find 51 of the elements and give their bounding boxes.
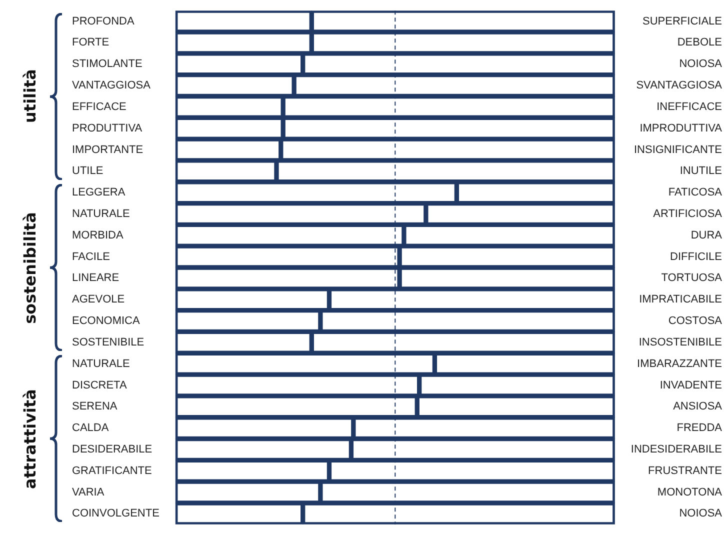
y2-tick-label: FREDDA: [676, 422, 723, 434]
y-tick-label: MORBIDA: [72, 229, 124, 242]
y-tick-label: PROFONDA: [72, 15, 135, 28]
y2-tick-label: TORTUOSA: [661, 272, 723, 284]
y-tick-label: GRATIFICANTE: [72, 464, 152, 477]
y-tick-label: LINEARE: [72, 272, 120, 284]
y2-tick-label: FRUSTRANTE: [648, 464, 722, 477]
y2-tick-label: DIFFICILE: [670, 250, 722, 263]
y-tick-label: NATURALE: [72, 208, 130, 220]
y-tick-label: FACILE: [72, 250, 110, 263]
y-tick-label: DESIDERABILE: [72, 444, 152, 456]
y-tick-label: STIMOLANTE: [72, 58, 142, 70]
y-tick-label: VANTAGGIOSA: [72, 80, 152, 92]
text: sostenibilità: [20, 212, 40, 324]
y2-tick-label: NOIOSA: [679, 508, 723, 520]
y2-tick-label: COSTOSA: [668, 315, 723, 328]
y2-tick-label: ANSIOSA: [673, 400, 723, 413]
y2-tick-label: IMPRATICABILE: [639, 294, 722, 306]
y2-tick-label: INSIGNIFICANTE: [634, 144, 722, 156]
y-tick-label: FORTE: [72, 36, 110, 49]
y2-tick-label: INEFFICACE: [656, 100, 722, 113]
y-tick-label: COINVOLGENTE: [72, 508, 160, 520]
y-tick-label: LEGGERA: [72, 186, 126, 199]
y-tick-label: CALDA: [72, 422, 110, 434]
y2-tick-label: INVADENTE: [660, 379, 722, 392]
y-tick-label: IMPORTANTE: [72, 144, 144, 156]
y2-tick-label: INUTILE: [680, 165, 722, 178]
y-tick-label: NATURALE: [72, 358, 130, 370]
text: attrattività: [20, 388, 40, 489]
y2-tick-label: IMPRODUTTIVA: [640, 122, 723, 134]
y-tick-label: EFFICACE: [72, 100, 126, 113]
text: utilità: [20, 69, 40, 124]
y-tick-label: SERENA: [72, 400, 118, 413]
y2-tick-label: INDESIDERABILE: [630, 444, 722, 456]
y2-tick-label: DEBOLE: [677, 36, 722, 49]
y-tick-label: VARIA: [72, 486, 105, 498]
y2-tick-label: NOIOSA: [679, 58, 723, 70]
y2-tick-label: SVANTAGGIOSA: [636, 80, 723, 92]
y-tick-label: AGEVOLE: [72, 294, 125, 306]
y-tick-label: UTILE: [72, 165, 104, 178]
y2-tick-label: SUPERFICIALE: [642, 15, 722, 28]
y-tick-label: SOSTENIBILE: [72, 336, 144, 348]
y2-tick-label: MONOTONA: [657, 486, 723, 498]
y2-tick-label: FATICOSA: [668, 186, 723, 199]
y-tick-label: DISCRETA: [72, 379, 128, 392]
y2-tick-label: DURA: [690, 229, 723, 242]
y2-tick-label: IMBARAZZANTE: [637, 358, 722, 370]
y2-tick-label: ARTIFICIOSA: [653, 208, 723, 220]
y2-tick-label: INSOSTENIBILE: [638, 336, 722, 348]
y-tick-label: ECONOMICA: [72, 315, 140, 328]
y-tick-label: PRODUTTIVA: [72, 122, 143, 134]
